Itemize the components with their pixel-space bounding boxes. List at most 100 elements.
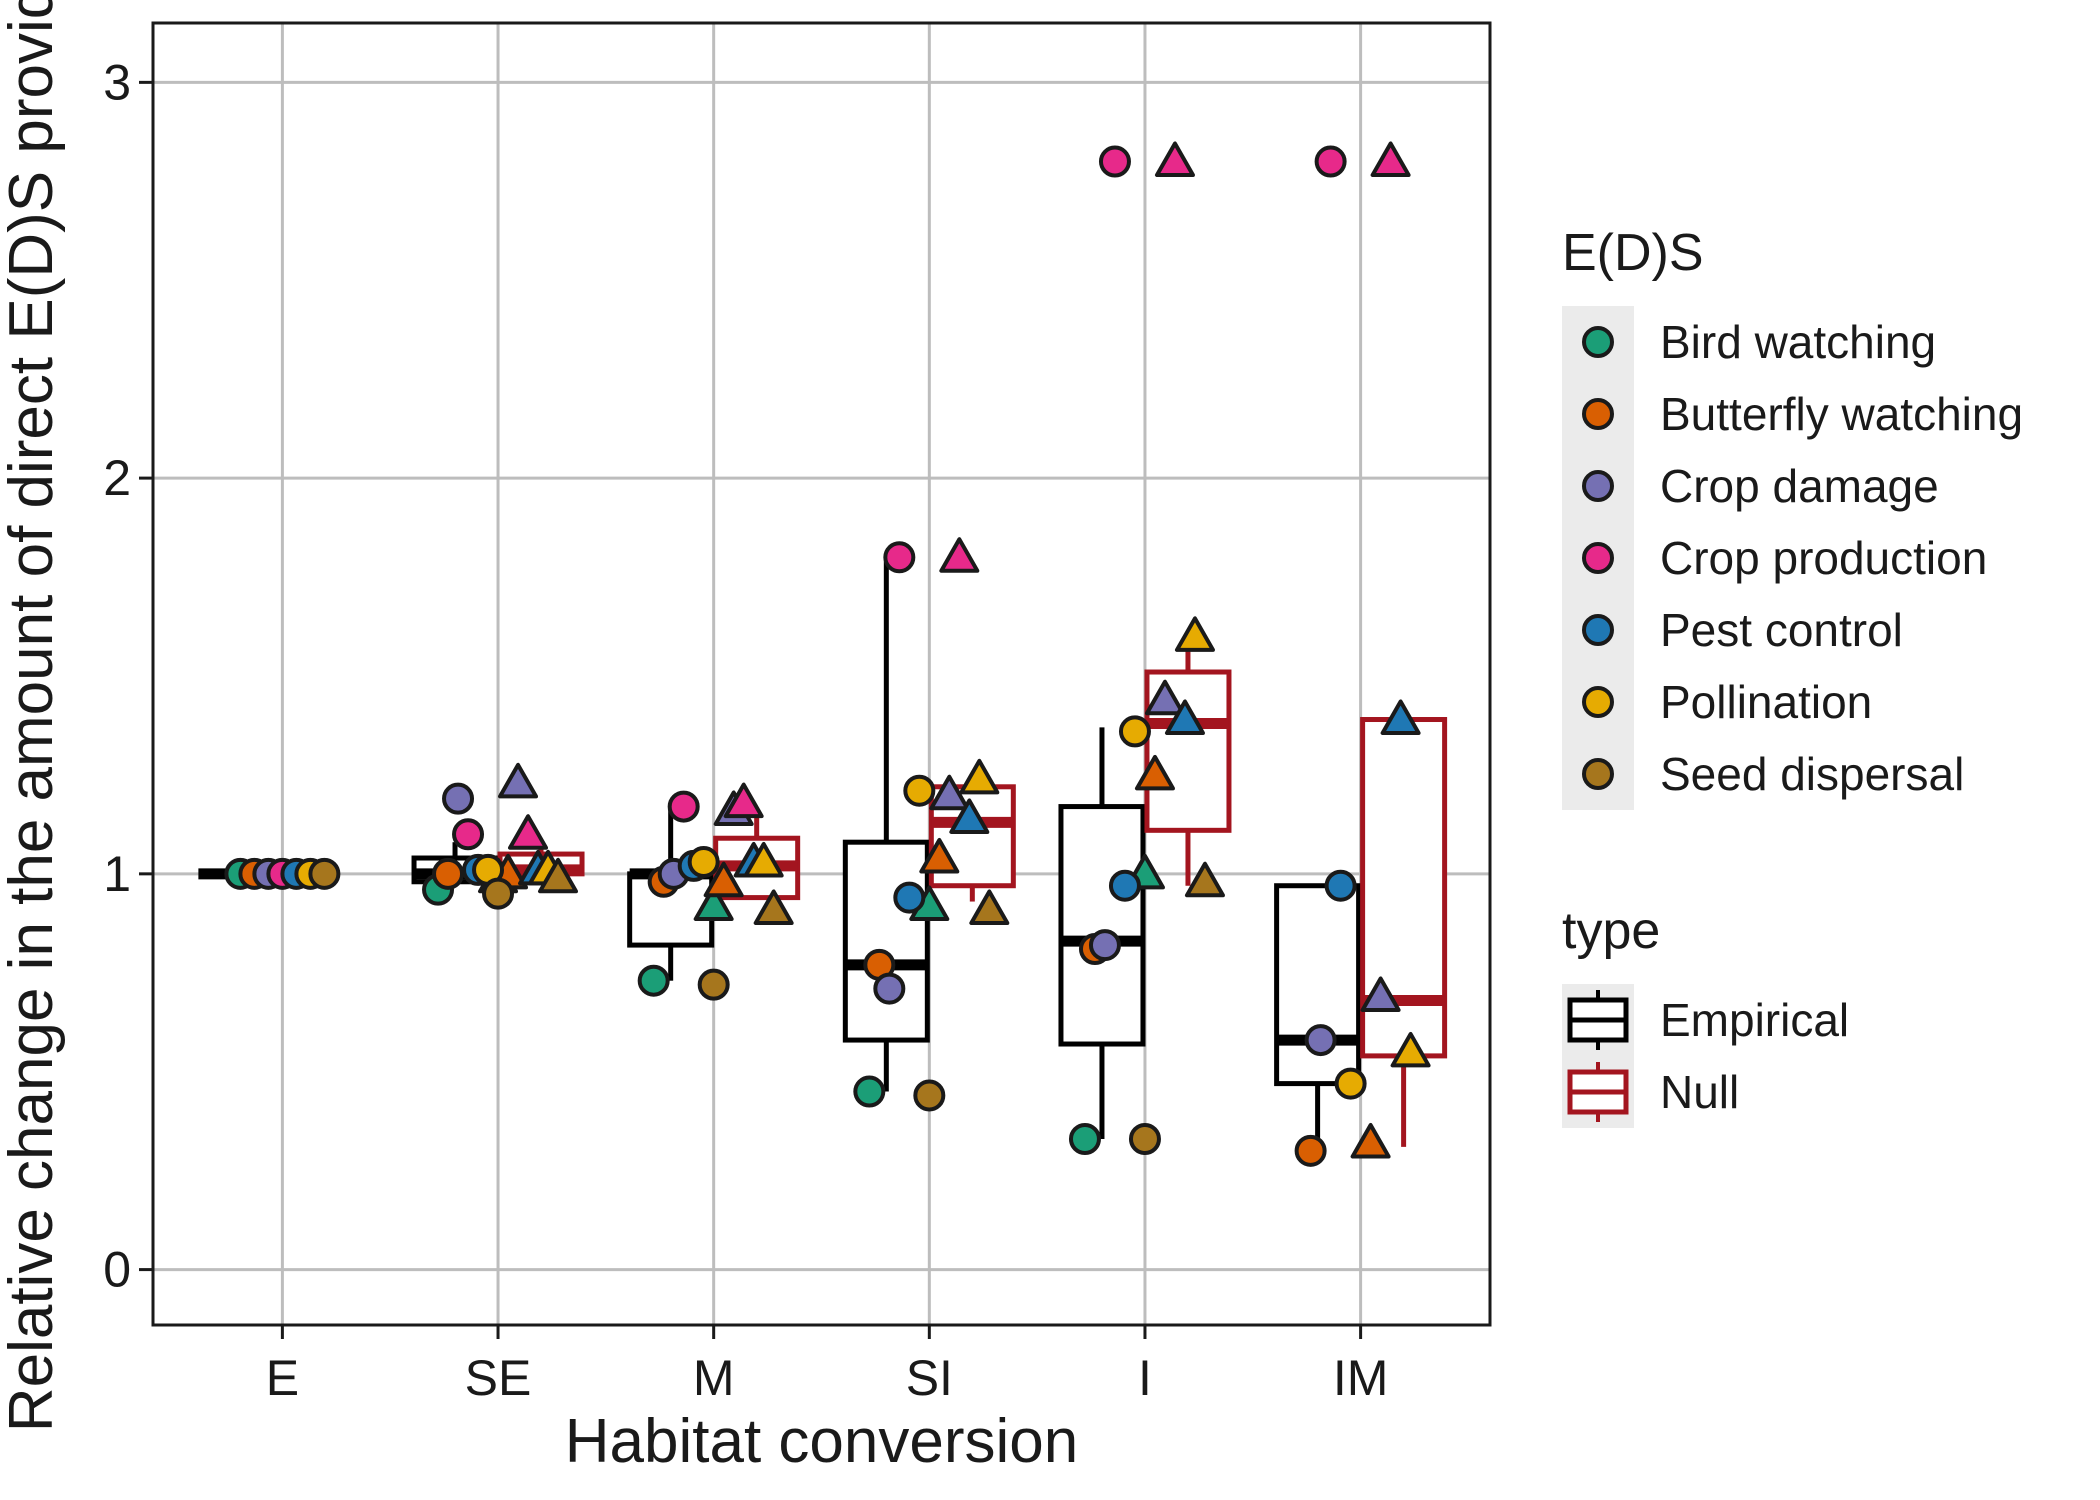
legend-item-seed-dispersal: Seed dispersal [1582, 748, 1964, 800]
point-empirical-crop-damage [1088, 929, 1121, 962]
point-empirical-crop-production [452, 818, 485, 851]
point-empirical-pest-control [1108, 869, 1141, 902]
legend-type-items: Empirical Null [1567, 990, 1849, 1122]
point-null-pollination [1174, 616, 1215, 652]
point-null-seed-dispersal [1184, 861, 1225, 898]
legend-item-empirical: Empirical [1567, 990, 1849, 1050]
grid [153, 23, 1490, 1325]
legend-swatch [1582, 398, 1614, 430]
legend-label: Crop damage [1660, 460, 1939, 512]
x-tick-label: IM [1333, 1350, 1389, 1406]
point-null-crop-production [508, 814, 549, 850]
axes: 0 1 2 3 E SE M SI I IM [103, 54, 1388, 1406]
point-null-pest-control [1164, 699, 1205, 736]
box [1058, 804, 1146, 1047]
point-empirical-pest-control [893, 881, 926, 914]
y-tick-label: 0 [103, 1242, 131, 1298]
legend-item-crop-production: Crop production [1582, 532, 1987, 584]
x-tick-label: M [693, 1350, 735, 1406]
y-tick-label: 1 [103, 846, 131, 902]
box [842, 839, 930, 1043]
legend-eds-title: E(D)S [1562, 224, 1704, 282]
legend-swatch [1582, 614, 1614, 646]
point-null-pest-control [1380, 699, 1421, 736]
point-empirical-pollination [1334, 1067, 1367, 1100]
legend-eds-items: Bird watching Butterfly watching Crop dama… [1582, 316, 2023, 800]
legend-swatch [1582, 542, 1614, 574]
x-axis-title: Habitat conversion [565, 1407, 1079, 1476]
y-tick-label: 2 [103, 450, 131, 506]
point-empirical-butterfly-watching [1294, 1134, 1327, 1167]
legend-type-title: type [1562, 902, 1660, 960]
x-tick-label: SE [465, 1350, 532, 1406]
point-null-crop-production [723, 782, 764, 819]
point-empirical-butterfly-watching [432, 857, 465, 890]
point-null-bird-watching [693, 885, 734, 922]
legend-swatch [1582, 686, 1614, 718]
point-empirical-bird-watching [637, 964, 670, 997]
point-empirical-crop-damage [442, 782, 475, 815]
point-null-crop-production [1370, 141, 1411, 178]
legend-swatch [1582, 470, 1614, 502]
x-tick-label: SI [906, 1350, 953, 1406]
point-empirical-crop-damage [1304, 1024, 1337, 1057]
boxplot-empirical-si [842, 561, 930, 1092]
point-null-butterfly-watching [703, 861, 744, 898]
legend: E(D)S Bird watching Butterfly watching Cro… [1562, 224, 2023, 1128]
point-empirical-pest-control [1324, 869, 1357, 902]
legend-label: Butterfly watching [1660, 388, 2023, 440]
point-null-butterfly-watching [1350, 1122, 1391, 1159]
legend-label: Empirical [1660, 994, 1849, 1046]
point-null-pollination [743, 841, 784, 878]
point-empirical-crop-production [667, 790, 700, 823]
legend-item-butterfly-watching: Butterfly watching [1582, 388, 2023, 440]
point-null-crop-damage [498, 762, 539, 799]
legend-item-pest-control: Pest control [1582, 604, 1903, 656]
legend-label: Null [1660, 1066, 1739, 1118]
point-null-crop-production [1154, 141, 1195, 178]
plot-panel-border [151, 21, 1492, 1327]
x-tick-label: E [266, 1350, 299, 1406]
point-empirical-seed-dispersal [482, 877, 515, 910]
point-null-seed-dispersal [538, 857, 579, 894]
point-null-butterfly-watching [919, 838, 960, 874]
point-empirical-crop-production [1314, 145, 1347, 178]
x-tick-label: I [1138, 1350, 1152, 1406]
point-empirical-bird-watching [1068, 1123, 1101, 1155]
legend-label: Bird watching [1660, 316, 1936, 368]
point-null-crop-damage [1144, 679, 1185, 716]
legend-item-pollination: Pollination [1582, 676, 1872, 728]
point-empirical-crop-production [883, 541, 916, 574]
point-empirical-pollination [687, 845, 720, 878]
legend-label: Seed dispersal [1660, 748, 1964, 800]
point-null-seed-dispersal [753, 889, 794, 925]
point-empirical-bird-watching [853, 1075, 886, 1108]
legend-swatch [1582, 326, 1614, 358]
point-empirical-crop-production [1098, 145, 1131, 178]
y-axis-title: Relative change in the amount of direct … [0, 0, 66, 1432]
legend-label: Pollination [1660, 676, 1872, 728]
point-empirical-seed-dispersal [697, 968, 730, 1001]
legend-swatch [1582, 758, 1614, 790]
point-null-pollination [1390, 1031, 1431, 1068]
y-tick-label: 3 [103, 54, 131, 110]
legend-item-crop-damage: Crop damage [1582, 460, 1939, 512]
boxplot-empirical-i [1058, 727, 1146, 1139]
point-null-pest-control [949, 798, 990, 834]
point-empirical-seed-dispersal [1128, 1123, 1161, 1155]
point-null-pollination [959, 758, 1000, 795]
point-empirical-pollination [1118, 715, 1151, 748]
legend-item-null: Null [1567, 1062, 1739, 1122]
point-null-crop-damage [929, 774, 970, 811]
legend-item-bird-watching: Bird watching [1582, 316, 1936, 368]
point-empirical-seed-dispersal [308, 857, 341, 890]
data-points [224, 141, 1431, 1167]
point-null-crop-damage [1360, 976, 1401, 1013]
legend-label: Crop production [1660, 532, 1987, 584]
point-null-seed-dispersal [969, 889, 1010, 925]
legend-label: Pest control [1660, 604, 1903, 656]
point-empirical-crop-damage [873, 972, 906, 1005]
point-null-butterfly-watching [1134, 754, 1175, 791]
